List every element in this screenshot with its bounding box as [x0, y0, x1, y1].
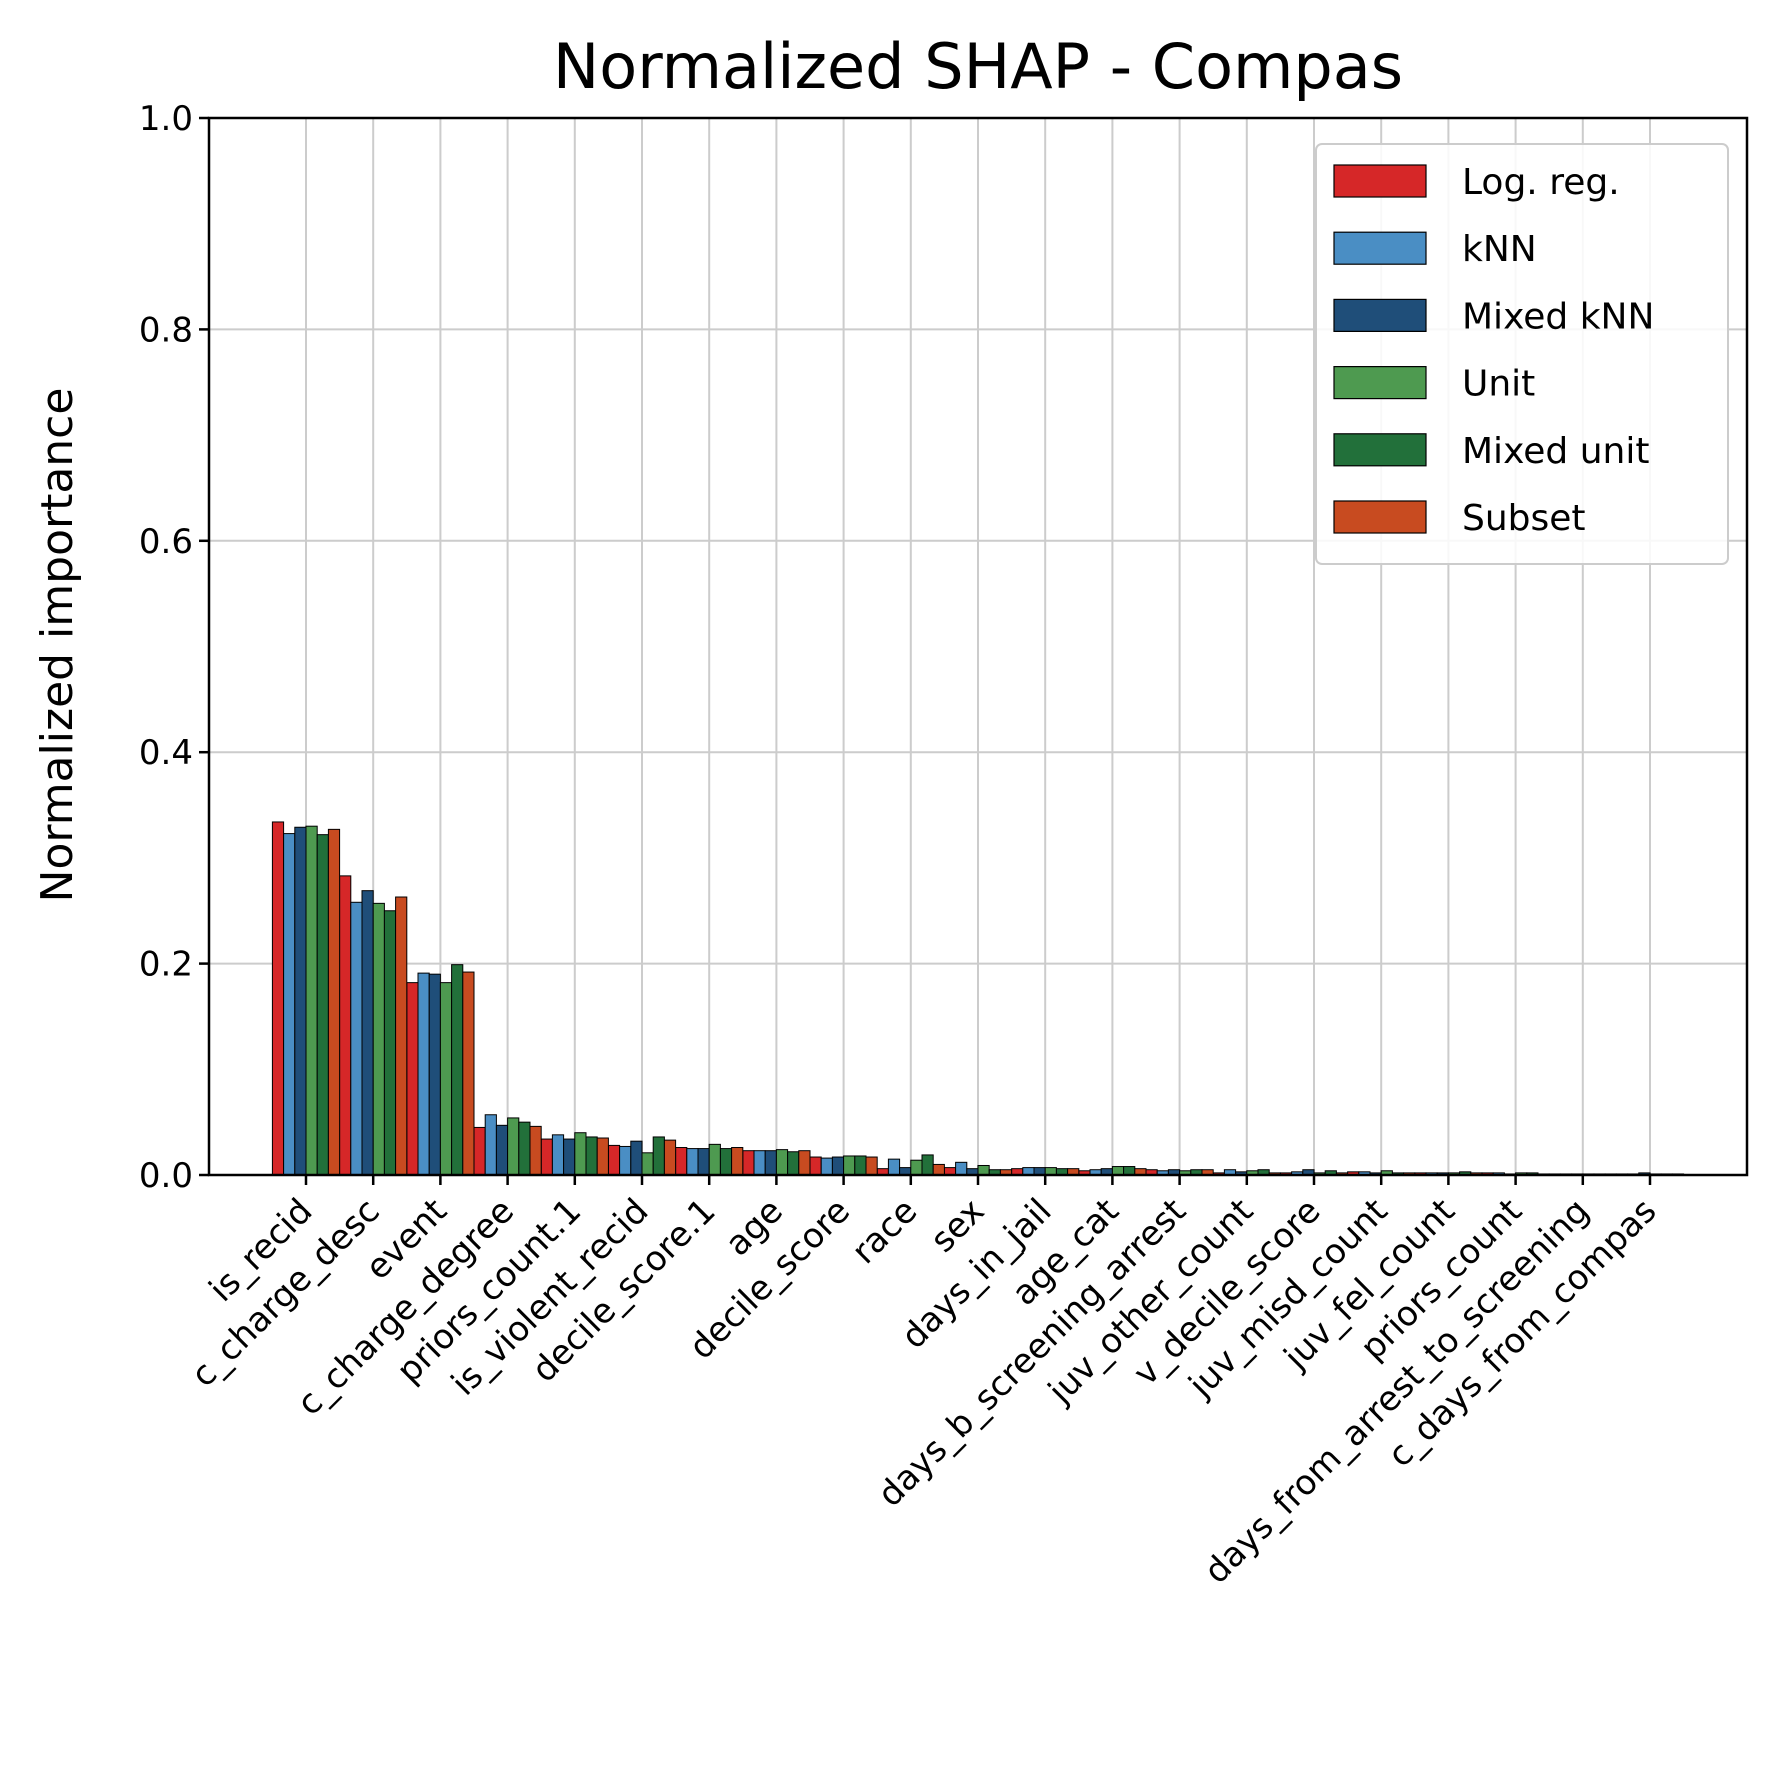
- bar: [585, 1136, 598, 1176]
- bar: [820, 1157, 833, 1176]
- bar: [719, 1148, 733, 1176]
- y-tick-label: 0.2: [139, 945, 193, 985]
- bar: [652, 1136, 665, 1176]
- bar: [406, 982, 419, 1176]
- bar: [495, 1124, 509, 1176]
- bar: [271, 821, 285, 1176]
- bar: [630, 1140, 643, 1176]
- bars: [271, 821, 1685, 1176]
- y-tick-label: 0.8: [139, 310, 193, 350]
- bar: [663, 1139, 677, 1176]
- bar: [507, 1117, 520, 1176]
- bar: [865, 1156, 878, 1176]
- bar: [484, 1114, 497, 1176]
- bar: [350, 901, 363, 1176]
- bar: [843, 1155, 856, 1176]
- bar: [473, 1126, 486, 1176]
- y-tick-label: 0.4: [139, 733, 193, 773]
- bar: [1111, 1166, 1125, 1176]
- bar: [809, 1156, 822, 1176]
- legend-label: Log. reg.: [1462, 162, 1620, 203]
- bar: [798, 1150, 811, 1176]
- bar: [641, 1152, 654, 1176]
- bar: [294, 826, 307, 1176]
- bar: [283, 833, 296, 1176]
- bar: [551, 1134, 565, 1176]
- legend-swatch: [1333, 500, 1427, 534]
- bar: [451, 964, 464, 1176]
- bar: [529, 1125, 542, 1176]
- legend-label: Mixed unit: [1462, 431, 1649, 472]
- bar: [831, 1156, 845, 1176]
- bar: [596, 1137, 609, 1176]
- bar: [339, 875, 352, 1176]
- bar: [764, 1150, 777, 1176]
- bar: [742, 1150, 755, 1176]
- bar: [854, 1155, 867, 1176]
- bar: [686, 1148, 699, 1176]
- chart-title: Normalized SHAP - Compas: [553, 30, 1403, 103]
- legend-swatch: [1333, 298, 1427, 332]
- bar: [787, 1151, 800, 1176]
- bar: [932, 1163, 945, 1176]
- legend: Log. reg. kNN Mixed kNN Unit Mixed unit Subse…: [1315, 143, 1729, 565]
- bar: [563, 1138, 576, 1176]
- bar: [327, 828, 341, 1176]
- bar: [540, 1138, 553, 1176]
- bar: [395, 896, 408, 1176]
- bar: [518, 1121, 531, 1176]
- bar: [428, 973, 441, 1176]
- y-tick-label: 1.0: [139, 99, 193, 139]
- x-tick-label: race: [844, 1191, 925, 1272]
- bar: [887, 1158, 901, 1176]
- bar: [372, 902, 385, 1176]
- bar: [775, 1149, 789, 1176]
- bar: [305, 825, 318, 1176]
- y-tick-label: 0.6: [139, 522, 193, 562]
- bar: [731, 1147, 744, 1176]
- bar: [753, 1150, 766, 1176]
- y-tick-label: 0.0: [139, 1156, 193, 1196]
- bar: [675, 1147, 688, 1176]
- bar: [1123, 1166, 1136, 1176]
- bar: [361, 890, 374, 1176]
- bar: [619, 1145, 632, 1176]
- legend-swatch: [1333, 231, 1427, 265]
- bar: [708, 1143, 721, 1176]
- legend-swatch: [1333, 164, 1427, 198]
- bar: [439, 982, 453, 1176]
- bar: [977, 1164, 990, 1176]
- bar: [955, 1161, 968, 1176]
- bar: [697, 1148, 710, 1176]
- legend-label: kNN: [1462, 229, 1537, 270]
- bar: [574, 1132, 587, 1176]
- y-axis-label: Normalized importance: [32, 388, 83, 903]
- bar: [462, 971, 475, 1176]
- bar: [607, 1144, 621, 1176]
- bar: [910, 1159, 923, 1176]
- legend-label: Mixed kNN: [1462, 296, 1654, 337]
- bar: [921, 1154, 934, 1176]
- bar: [417, 972, 430, 1176]
- legend-label: Subset: [1462, 498, 1586, 539]
- bar: [316, 834, 329, 1176]
- legend-swatch: [1333, 366, 1427, 400]
- legend-label: Unit: [1462, 364, 1535, 405]
- bar: [383, 910, 397, 1176]
- legend-swatch: [1333, 433, 1427, 467]
